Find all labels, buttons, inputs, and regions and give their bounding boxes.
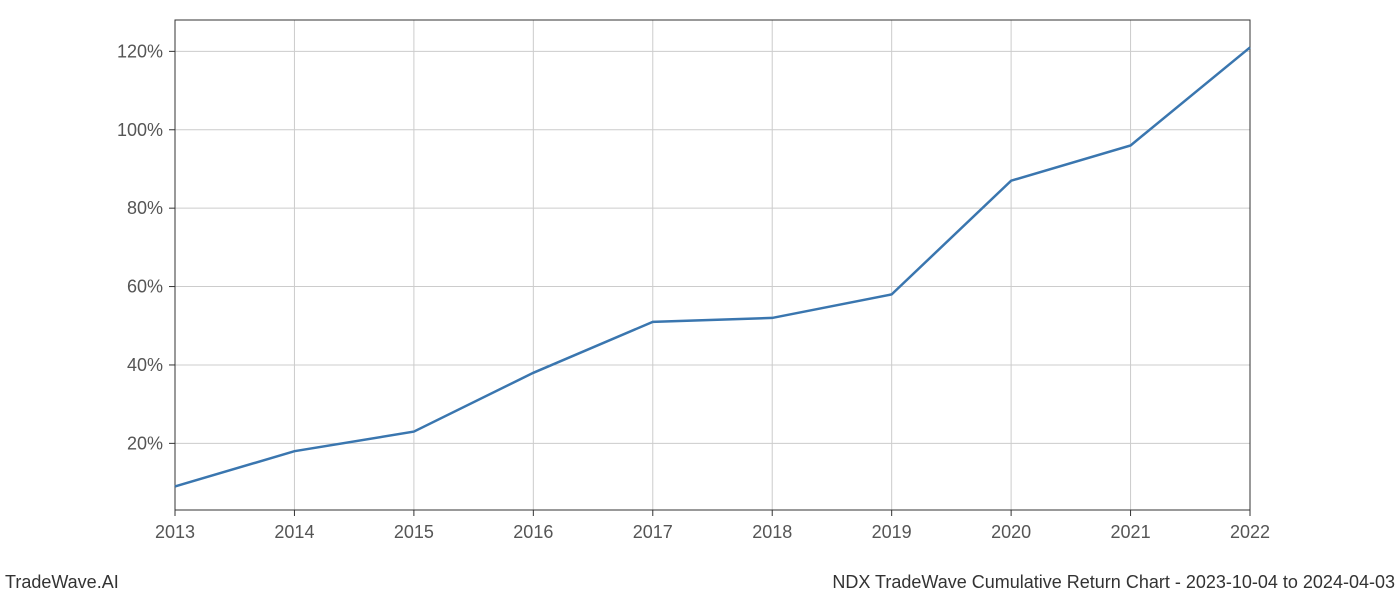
y-tick-label: 60%	[127, 277, 163, 297]
plot-border	[175, 20, 1250, 510]
footer-left-label: TradeWave.AI	[5, 572, 119, 592]
x-tick-label: 2020	[991, 522, 1031, 542]
footer-right-label: NDX TradeWave Cumulative Return Chart - …	[832, 572, 1395, 592]
x-tick-label: 2019	[872, 522, 912, 542]
x-tick-label: 2014	[274, 522, 314, 542]
data-line	[175, 47, 1250, 486]
x-tick-label: 2022	[1230, 522, 1270, 542]
x-tick-label: 2016	[513, 522, 553, 542]
y-tick-label: 20%	[127, 433, 163, 453]
x-tick-label: 2013	[155, 522, 195, 542]
y-tick-label: 100%	[117, 120, 163, 140]
x-tick-label: 2017	[633, 522, 673, 542]
y-tick-label: 80%	[127, 198, 163, 218]
x-tick-label: 2018	[752, 522, 792, 542]
y-tick-label: 40%	[127, 355, 163, 375]
y-tick-label: 120%	[117, 41, 163, 61]
line-chart: 2013 2014 2015 2016 2017 2018 2019 2020 2021 2022…	[0, 0, 1400, 600]
x-tick-label: 2021	[1111, 522, 1151, 542]
chart-container: 2013 2014 2015 2016 2017 2018 2019 2020 2021 2022…	[0, 0, 1400, 600]
x-tick-label: 2015	[394, 522, 434, 542]
